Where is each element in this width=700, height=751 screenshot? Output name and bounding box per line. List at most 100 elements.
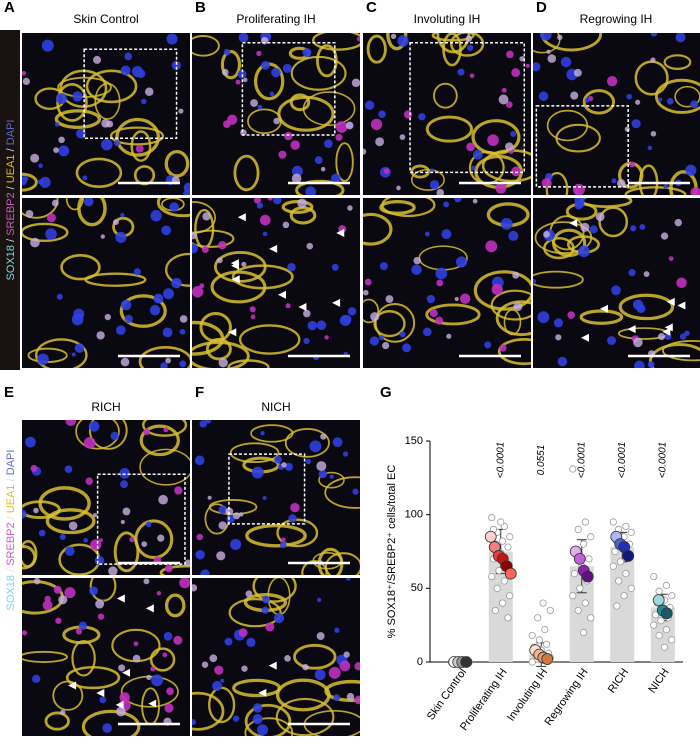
nucleus bbox=[331, 263, 339, 271]
vessel bbox=[245, 523, 307, 548]
data-point bbox=[528, 631, 536, 640]
vessel bbox=[533, 270, 584, 289]
cell-signal bbox=[146, 674, 152, 681]
nucleus bbox=[166, 687, 174, 696]
cell-signal bbox=[570, 91, 579, 100]
nucleus bbox=[378, 110, 386, 118]
nucleus bbox=[101, 138, 113, 151]
data-point bbox=[622, 522, 630, 531]
vessel bbox=[366, 34, 387, 64]
nucleus bbox=[577, 200, 585, 209]
cell-signal bbox=[95, 599, 105, 609]
nucleus bbox=[201, 246, 209, 254]
inset-box bbox=[409, 41, 526, 174]
micrograph-bg bbox=[533, 33, 700, 195]
arrowhead bbox=[581, 333, 590, 342]
data-point bbox=[546, 606, 554, 615]
y-tick-label: 50 bbox=[411, 582, 423, 594]
micrograph-bg bbox=[22, 198, 190, 368]
nucleus bbox=[82, 175, 88, 181]
nucleus bbox=[607, 336, 617, 345]
stain-name: DAPI bbox=[5, 450, 17, 476]
replicate-mean bbox=[460, 656, 473, 668]
nucleus bbox=[259, 214, 271, 226]
vessel bbox=[582, 89, 616, 115]
arrowhead bbox=[68, 681, 77, 690]
data-point bbox=[569, 592, 577, 600]
data-point bbox=[498, 599, 507, 607]
data-point bbox=[650, 621, 658, 629]
cell-signal bbox=[595, 212, 605, 222]
nucleus bbox=[42, 600, 53, 611]
nucleus bbox=[589, 225, 598, 234]
stain-name: DAPI bbox=[5, 120, 17, 146]
nucleus bbox=[257, 104, 263, 110]
nucleus bbox=[271, 67, 281, 78]
micrograph bbox=[533, 198, 700, 368]
nucleus bbox=[525, 63, 530, 68]
nucleus bbox=[685, 164, 697, 176]
nucleus bbox=[495, 182, 507, 194]
vessel bbox=[276, 518, 319, 548]
p-value: <0.0001 bbox=[617, 442, 628, 478]
micrograph-bg bbox=[22, 33, 190, 195]
x-tick-label: RICH bbox=[606, 666, 631, 695]
nucleus bbox=[305, 458, 312, 465]
cell-signal bbox=[106, 120, 114, 128]
nucleus bbox=[265, 622, 275, 632]
data-point bbox=[668, 592, 676, 600]
data-point bbox=[587, 614, 595, 622]
arrowhead bbox=[677, 301, 686, 310]
cell-signal bbox=[320, 166, 326, 172]
vessel bbox=[22, 172, 38, 192]
nucleus bbox=[364, 278, 372, 286]
nucleus bbox=[224, 637, 233, 646]
vessel bbox=[142, 420, 188, 437]
nucleus bbox=[218, 241, 227, 250]
nucleus bbox=[124, 314, 133, 324]
nucleus bbox=[466, 142, 475, 152]
vessel bbox=[22, 222, 69, 242]
nucleus bbox=[339, 660, 351, 672]
nucleus bbox=[218, 505, 228, 515]
panel-label: C bbox=[366, 0, 377, 16]
nucleus bbox=[347, 307, 357, 316]
replicate-mean bbox=[573, 552, 586, 565]
nucleus bbox=[120, 299, 132, 311]
nucleus bbox=[166, 33, 178, 45]
nucleus bbox=[153, 293, 164, 304]
nucleus bbox=[457, 68, 465, 76]
nucleus bbox=[690, 100, 699, 109]
nucleus bbox=[262, 231, 268, 237]
arrowhead bbox=[664, 323, 673, 332]
cell-signal bbox=[218, 521, 227, 530]
vessel bbox=[88, 420, 128, 450]
nucleus bbox=[44, 595, 51, 603]
nucleus bbox=[383, 168, 390, 174]
cell-signal bbox=[519, 56, 525, 62]
cell-signal bbox=[396, 185, 401, 191]
nucleus bbox=[238, 628, 248, 637]
cell-signal bbox=[192, 584, 198, 592]
vessel bbox=[373, 310, 406, 338]
nucleus bbox=[397, 35, 409, 47]
nucleus bbox=[690, 187, 700, 195]
stain-name: UEA1 bbox=[5, 154, 17, 183]
nucleus bbox=[232, 715, 240, 722]
data-point bbox=[535, 636, 544, 644]
vessel bbox=[281, 199, 314, 214]
nucleus bbox=[179, 578, 190, 589]
nucleus bbox=[316, 320, 327, 330]
vessel bbox=[192, 691, 225, 731]
data-point bbox=[581, 599, 589, 607]
cell-signal bbox=[616, 179, 626, 188]
cell-signal bbox=[363, 289, 369, 296]
vessel bbox=[442, 33, 462, 67]
data-point bbox=[609, 562, 617, 570]
nucleus bbox=[511, 166, 522, 177]
stain-name: SREBP2 bbox=[5, 522, 17, 565]
nucleus bbox=[250, 314, 256, 320]
nucleus bbox=[505, 101, 513, 109]
cell-signal bbox=[399, 134, 406, 140]
nucleus bbox=[309, 440, 322, 453]
